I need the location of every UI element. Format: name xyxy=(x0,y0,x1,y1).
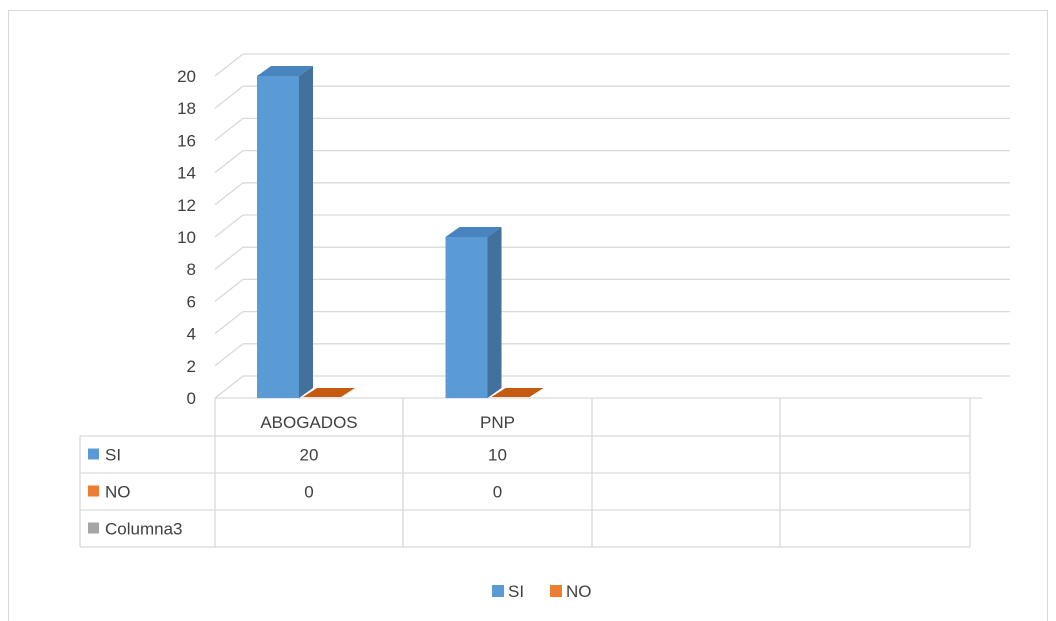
side-gridline-1 xyxy=(214,343,244,367)
side-gridline-2 xyxy=(214,311,244,335)
bar-si-1-side xyxy=(487,227,502,398)
y-tick-label: 6 xyxy=(187,292,196,311)
y-tick-label: 18 xyxy=(177,99,196,118)
y-tick-label: 4 xyxy=(187,325,196,344)
y-tick-label: 0 xyxy=(187,389,196,408)
x-tick-label: ABOGADOS xyxy=(260,413,357,432)
table-cell: 0 xyxy=(304,483,313,502)
bar-si-0-side xyxy=(299,66,313,398)
legend-label: SI xyxy=(508,582,524,601)
y-tick-label: 2 xyxy=(187,357,196,376)
table-legend-key-0 xyxy=(88,448,99,460)
table-legend-key-2 xyxy=(88,522,99,534)
side-gridline-6 xyxy=(214,182,244,206)
table-legend-key-1 xyxy=(88,485,99,497)
y-tick-label: 14 xyxy=(177,164,196,183)
side-gridline-9 xyxy=(214,85,244,109)
chart-area xyxy=(8,10,1048,621)
table-cell: 10 xyxy=(488,446,507,465)
side-gridline-8 xyxy=(214,117,244,141)
side-gridline-0 xyxy=(214,375,244,399)
bar-no-1 xyxy=(491,388,544,397)
legend-key-1 xyxy=(550,585,562,597)
y-tick-label: 10 xyxy=(177,228,196,247)
side-gridline-3 xyxy=(214,278,244,302)
table-row-label: SI xyxy=(105,446,121,465)
table-row-label: NO xyxy=(105,483,131,502)
y-tick-label: 20 xyxy=(177,67,196,86)
y-tick-label: 16 xyxy=(177,131,196,150)
bar-si-0-front xyxy=(257,76,299,398)
table-cell: 0 xyxy=(493,483,502,502)
bar-si-1-front xyxy=(445,237,488,398)
y-tick-label: 12 xyxy=(177,196,196,215)
bar-si-1-top xyxy=(445,227,502,237)
y-tick-label: 8 xyxy=(187,260,196,279)
side-gridline-7 xyxy=(214,150,244,174)
side-gridline-5 xyxy=(214,214,244,238)
bar-no-0 xyxy=(303,388,355,397)
table-row-label: Columna3 xyxy=(105,520,183,539)
bar-si-0-top xyxy=(257,66,313,76)
side-gridline-4 xyxy=(214,246,244,270)
legend-label: NO xyxy=(566,582,592,601)
table-cell: 20 xyxy=(300,446,319,465)
x-tick-label: PNP xyxy=(480,413,515,432)
legend-key-0 xyxy=(492,585,504,597)
side-gridline-10 xyxy=(214,53,244,77)
